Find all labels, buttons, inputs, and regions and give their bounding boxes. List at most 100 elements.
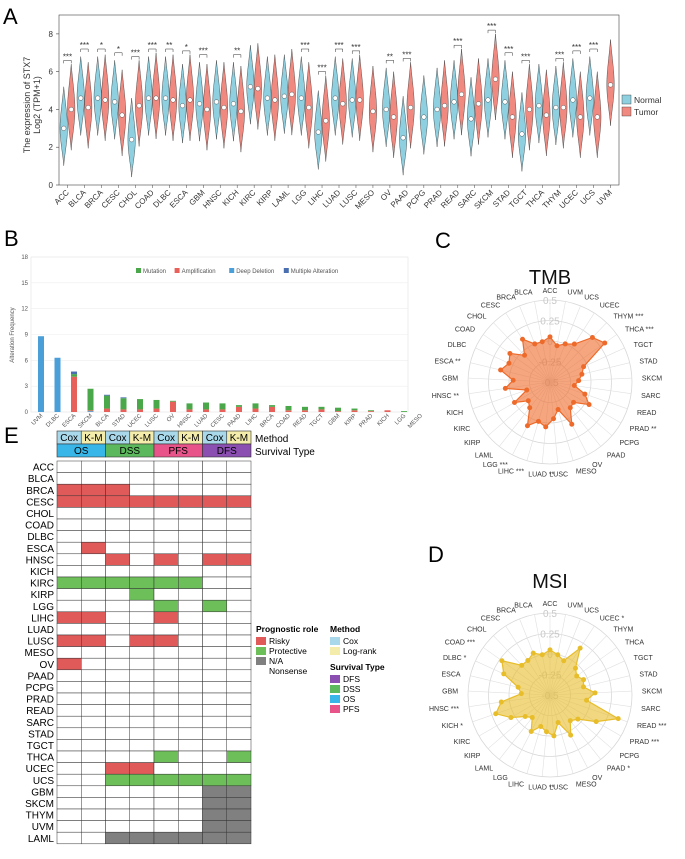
median-point-normal xyxy=(587,95,593,101)
heatmap-row-label: ESCA xyxy=(27,544,55,555)
median-point-normal xyxy=(383,106,389,112)
heatmap-cell xyxy=(105,657,130,671)
heatmap-row-label: ACC xyxy=(33,463,54,474)
radar-point xyxy=(518,691,524,697)
heatmap-cell xyxy=(153,715,179,729)
heatmap-cell xyxy=(153,646,179,659)
violin-xtick-label: MESO xyxy=(353,188,376,211)
median-point-normal xyxy=(502,99,508,105)
heatmap-cell xyxy=(178,657,203,671)
radar-point xyxy=(519,662,525,668)
median-point-normal xyxy=(180,103,186,109)
median-point-normal xyxy=(536,103,542,109)
heatmap-cell xyxy=(153,634,179,647)
violin-xtick-label: ESCA xyxy=(168,188,190,210)
heatmap-cell xyxy=(178,623,203,636)
heatmap-cell xyxy=(226,797,252,810)
panel-label-c: C xyxy=(435,228,451,253)
heatmap-cell xyxy=(178,773,203,787)
bar-segment-mutation xyxy=(153,399,160,409)
heatmap-cell xyxy=(226,762,252,775)
heatmap-cell xyxy=(202,681,227,694)
radar-point xyxy=(522,352,528,358)
bar-segment-amplification xyxy=(384,410,391,412)
heatmap-cell xyxy=(81,773,106,787)
heatmap-cell xyxy=(226,692,252,705)
heatmap-cell xyxy=(226,518,252,531)
bar-legend-label: Deep Deletion xyxy=(236,269,274,275)
heatmap-cell xyxy=(178,750,203,763)
radar-point xyxy=(547,647,553,653)
bar-legend-swatch xyxy=(174,268,180,273)
bar-xtick-label: HNSC xyxy=(177,413,194,430)
heatmap-cell xyxy=(153,599,179,613)
heatmap-cell xyxy=(105,623,130,636)
heatmap-cell xyxy=(226,739,252,752)
significance-label: * xyxy=(117,45,120,54)
heatmap-cell xyxy=(105,576,130,589)
median-point-tumor xyxy=(459,91,465,97)
heatmap-cell xyxy=(81,518,106,531)
median-point-tumor xyxy=(475,101,481,107)
survival-label: DSS xyxy=(119,446,140,457)
heatmap-cell xyxy=(56,750,82,763)
heatmap-cell xyxy=(202,634,227,647)
heatmap-row-label: KICH xyxy=(30,567,54,578)
median-point-tumor xyxy=(272,97,278,103)
heatmap-cell xyxy=(81,762,106,775)
legend-survival-title: Survival Type xyxy=(330,662,385,672)
radar-axis-label: KIRC xyxy=(454,426,471,433)
radar-ring-label: 0.25 xyxy=(540,317,560,328)
violin-xtick-label: PCPG xyxy=(405,188,427,210)
heatmap-cell xyxy=(202,541,227,555)
radar-point xyxy=(502,385,508,391)
radar-axis-label: UVM xyxy=(567,290,583,297)
legend-method-swatch xyxy=(330,647,340,655)
heatmap-cell xyxy=(105,785,130,798)
heatmap-cell xyxy=(202,808,227,821)
heatmap-cell xyxy=(105,483,130,497)
heatmap-cell xyxy=(202,785,227,798)
radar-point xyxy=(577,645,583,651)
significance-label: * xyxy=(185,43,188,52)
bar-ytick-label: 9 xyxy=(25,333,29,339)
radar-axis-label: LUAD ** xyxy=(528,472,554,479)
radar-point xyxy=(580,684,586,690)
heatmap-row-label: HNSC xyxy=(26,555,54,566)
heatmap-cell xyxy=(129,739,155,752)
heatmap-cell xyxy=(153,495,179,508)
heatmap-cell xyxy=(226,785,252,798)
significance-label: *** xyxy=(131,49,140,58)
heatmap-row-label: LUAD xyxy=(27,625,54,636)
bar-xtick-label: BLCA xyxy=(95,413,110,428)
bar-xtick-label: KIRP xyxy=(344,413,358,427)
panel-label-e: E xyxy=(4,423,19,448)
heatmap-cell xyxy=(81,530,106,543)
heatmap-row-label: OV xyxy=(40,660,55,671)
bar-segment-mutation xyxy=(203,402,209,410)
heatmap-cell xyxy=(129,808,155,821)
radar-axis-label: KIRP xyxy=(464,440,481,447)
heatmap-cell xyxy=(129,646,155,659)
heatmap-cell xyxy=(178,669,203,682)
bar-segment-mutation xyxy=(170,400,176,402)
significance-label: * xyxy=(100,41,103,50)
heatmap-cell xyxy=(56,634,82,647)
bar-segment-amplification xyxy=(104,408,110,412)
radar-axis-label: TGCT xyxy=(634,342,654,349)
heatmap-cell xyxy=(178,797,203,810)
significance-label: *** xyxy=(521,52,530,61)
heatmap-cell xyxy=(178,820,203,833)
heatmap-cell xyxy=(153,611,179,624)
heatmap-cell xyxy=(153,472,179,485)
radar-axis-label: LUSC xyxy=(549,785,568,792)
violin-chart: The expression of STX7 Log2 (TPM+1) 0 2 4 6… xyxy=(22,14,662,211)
radar-axis-label: LGG *** xyxy=(483,462,508,469)
radar-axis-label: HNSC ** xyxy=(432,393,460,400)
violin-ytick-label: 2 xyxy=(49,143,54,152)
panel-label-a: A xyxy=(3,4,18,29)
bar-xtick-label: READ xyxy=(292,413,309,430)
heatmap-cell xyxy=(153,681,179,694)
bar-xtick-label: STAD xyxy=(112,413,128,429)
